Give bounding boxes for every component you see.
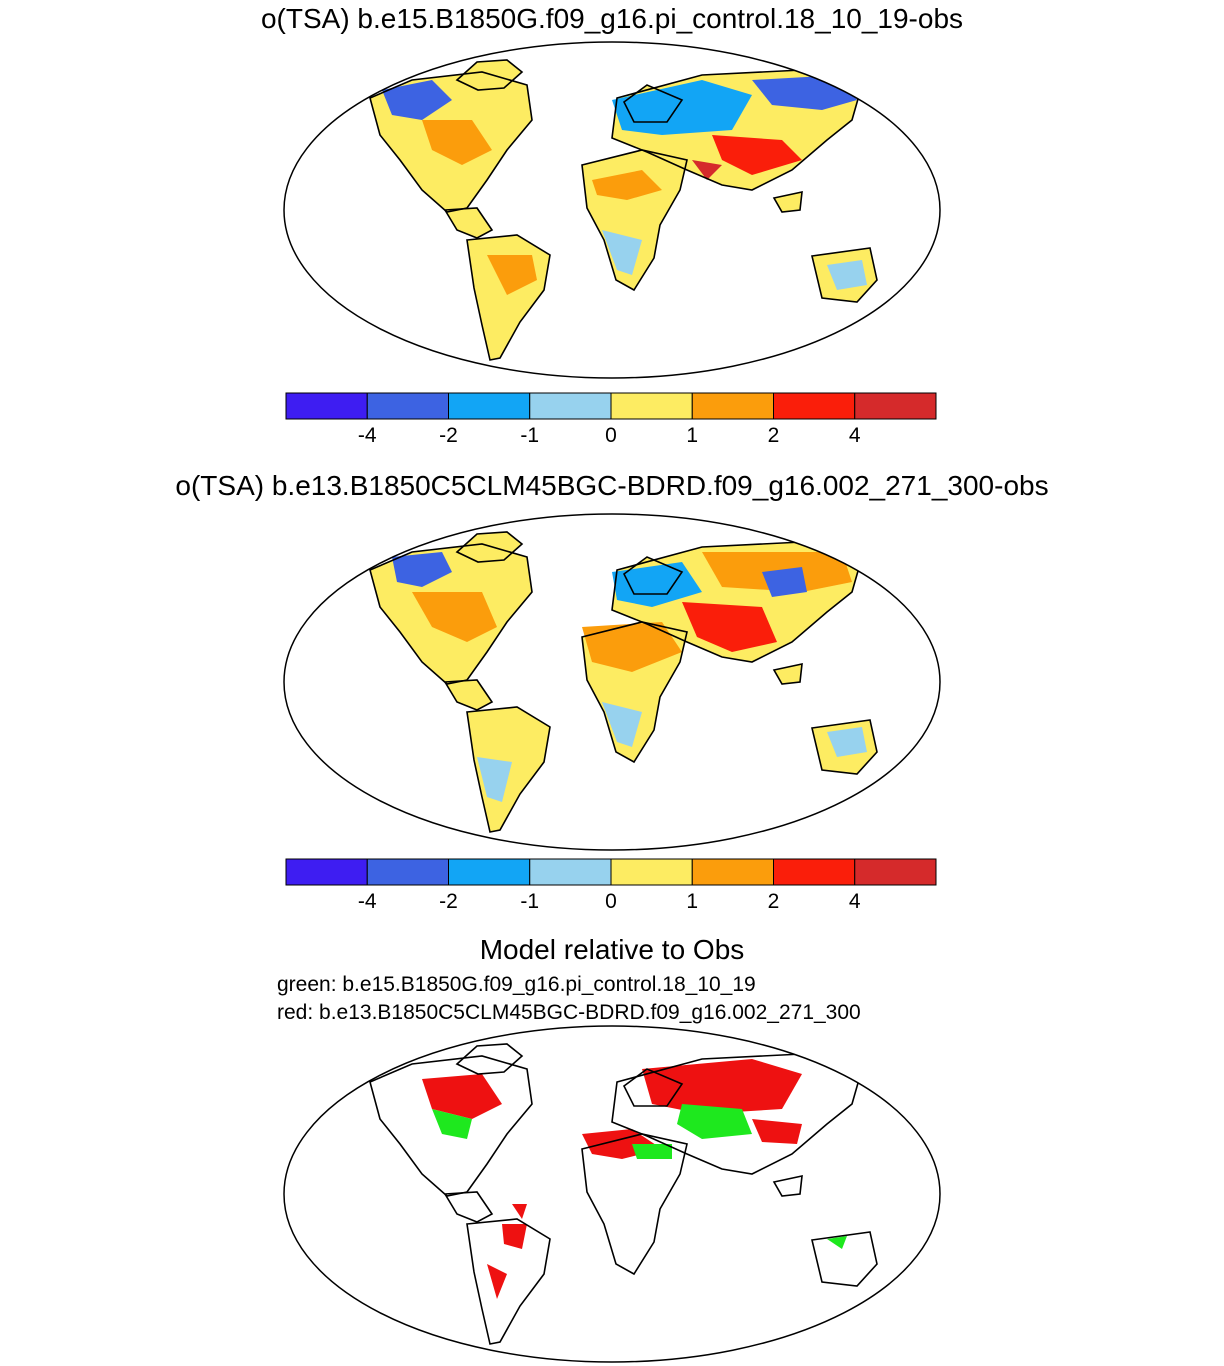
colorbar-box [610,858,693,886]
colorbar-box [854,858,937,886]
map-panel-2 [283,513,941,851]
colorbar-tick-label: -4 [358,424,377,447]
colorbar-tick-label: 4 [849,890,861,913]
legend-green-line: green: b.e15.B1850G.f09_g16.pi_control.1… [277,973,756,996]
colorbar-tick-label: 4 [849,424,861,447]
colorbar-tick-label: 1 [686,424,698,447]
colorbar-tick-label: -1 [520,424,539,447]
comparison-patches [422,1059,847,1299]
colorbar-tick-label: -2 [439,890,458,913]
colorbar-box [610,392,693,420]
anomaly-patches-1 [382,75,867,295]
colorbar-tick-label: -2 [439,424,458,447]
colorbar-box [854,392,937,420]
colorbar-box [691,858,774,886]
panel-2-title: o(TSA) b.e13.B1850C5CLM45BGC-BDRD.f09_g1… [175,470,1049,501]
colorbar-tick-label: 0 [605,890,617,913]
anomaly-patches-2 [392,552,867,802]
colorbar-box [285,858,368,886]
map-panel-1 [283,41,941,379]
colorbar-tick-label: 1 [686,890,698,913]
colorbar-tick-label: 0 [605,424,617,447]
colorbar-tick-label: -1 [520,890,539,913]
colorbar-box [773,858,856,886]
colorbar-2: -4 -2 -1 0 1 2 4 [285,858,937,913]
colorbar-tick-label: 2 [768,890,780,913]
colorbar-box [691,392,774,420]
colorbar-box [448,392,531,420]
colorbar-box [366,392,449,420]
colorbar-box [773,392,856,420]
panel-3-title: Model relative to Obs [479,934,745,965]
colorbar-box [529,392,612,420]
legend-red-line: red: b.e13.B1850C5CLM45BGC-BDRD.f09_g16.… [277,1001,861,1024]
colorbar-box [448,858,531,886]
map-panel-3 [283,1025,941,1363]
colorbar-box [285,392,368,420]
colorbar-box [529,858,612,886]
colorbar-box [366,858,449,886]
colorbar-tick-label: 2 [768,424,780,447]
panel-1-title: o(TSA) b.e15.B1850G.f09_g16.pi_control.1… [260,3,964,34]
colorbar-tick-label: -4 [358,890,377,913]
colorbar-1: -4 -2 -1 0 1 2 4 [285,392,937,447]
